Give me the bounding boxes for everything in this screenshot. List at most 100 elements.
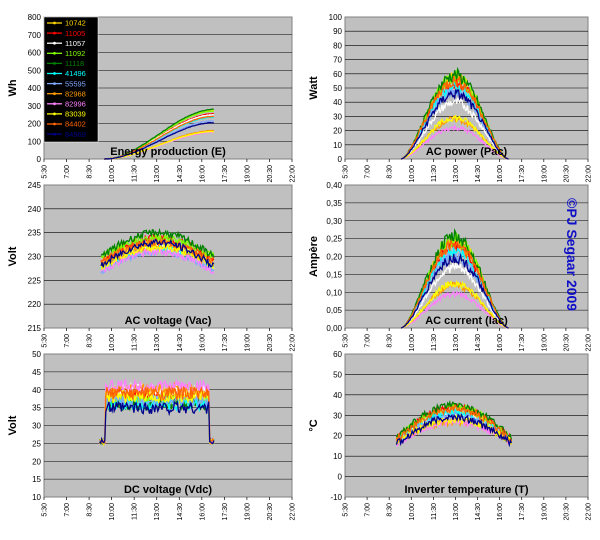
x-tick-label: 10:00 [409, 334, 416, 352]
legend-marker [53, 51, 56, 55]
x-tick-label: 13:00 [154, 165, 161, 183]
x-tick-label: 8:30 [87, 503, 94, 517]
x-tick-label: 7:00 [365, 334, 372, 348]
legend-marker [53, 31, 56, 35]
y-tick-label: 10 [333, 452, 342, 461]
y-tick-label: 0 [37, 155, 42, 164]
legend-label: 41496 [65, 69, 86, 78]
x-tick-label: 13:00 [453, 165, 460, 183]
series-line-83039 [400, 114, 509, 160]
x-tick-label: 14:30 [177, 334, 184, 352]
legend-label: 11092 [65, 49, 85, 58]
x-tick-label: 14:30 [177, 165, 184, 183]
y-tick-label: 15 [32, 475, 41, 484]
x-tick-label: 17:30 [222, 165, 229, 183]
x-tick-label: 8:30 [87, 165, 94, 179]
chart-title: AC current (Iac) [425, 315, 508, 327]
x-tick-label: 17:30 [222, 334, 229, 352]
x-tick-label: 11:30 [431, 165, 438, 182]
x-tick-label: 10:00 [409, 503, 416, 521]
x-tick-label: 13:00 [154, 334, 161, 352]
chart-panel-3: 215 220 225 230 235 240 245 5:30 7:00 8:30 10:00 11… [7, 181, 297, 352]
x-tick-label: 22:00 [586, 165, 593, 183]
series-line-84402 [400, 75, 509, 160]
x-tick-label: 11:30 [431, 503, 438, 520]
legend-marker [53, 122, 56, 126]
x-tick-label: 19:00 [541, 503, 548, 521]
y-tick-label: 215 [28, 324, 42, 333]
x-tick-label: 13:00 [453, 334, 460, 352]
x-tick-label: 20:30 [563, 165, 570, 183]
x-tick-label: 17:30 [222, 503, 229, 521]
x-tick-label: 19:00 [244, 334, 251, 352]
y-tick-label: 300 [28, 102, 42, 111]
y-tick-label: 60 [333, 70, 342, 79]
x-tick-label: 8:30 [387, 165, 394, 179]
y-tick-label: 20 [333, 127, 342, 136]
y-tick-label: 30 [333, 411, 342, 420]
legend-label: 11118 [65, 59, 84, 68]
y-tick-label: 0 [338, 155, 343, 164]
y-tick-label: 30 [32, 422, 41, 431]
chart-panel-4: 0,00 0,05 0,10 0,15 0,20 0,25 0,30 0,35 0,40 5:30… [308, 181, 593, 352]
x-tick-label: 5:30 [343, 165, 350, 179]
y-tick-label: 45 [32, 368, 41, 377]
y-axis-label: Volt [7, 246, 19, 266]
legend-marker [53, 102, 56, 106]
legend-label: 82996 [65, 100, 86, 109]
y-tick-label: 700 [28, 31, 42, 40]
legend-marker [53, 72, 56, 75]
y-tick-label: 245 [28, 181, 42, 190]
x-tick-label: 5:30 [343, 503, 350, 517]
y-tick-label: 10 [32, 493, 41, 502]
legend-marker [53, 62, 56, 65]
series-line-82968 [99, 381, 215, 445]
x-tick-label: 19:00 [541, 334, 548, 352]
legend-label: 11005 [65, 29, 85, 38]
x-tick-label: 14:30 [475, 334, 482, 352]
x-tick-label: 17:30 [519, 503, 526, 521]
x-tick-label: 13:00 [154, 503, 161, 521]
y-tick-label: 50 [32, 350, 41, 359]
y-tick-label: 50 [333, 84, 342, 93]
chart-title: AC power (Pac) [426, 146, 508, 158]
y-tick-label: 25 [32, 439, 41, 448]
y-tick-label: 40 [32, 386, 41, 395]
legend-label: 83039 [65, 110, 86, 119]
chart-panel-5: 10 15 20 25 30 35 40 45 50 5:30 7:00 8:30 10:00 11:30… [7, 350, 297, 521]
plot-area [344, 353, 589, 498]
y-tick-label: 90 [333, 27, 342, 36]
chart-title: DC voltage (Vdc) [124, 484, 212, 496]
x-tick-label: 11:30 [132, 165, 139, 182]
x-tick-label: 22:00 [290, 334, 297, 352]
chart-title: AC voltage (Vac) [125, 315, 212, 327]
copyright-watermark: ©PJ Segaar 2009 [560, 196, 586, 324]
legend-label: 55595 [65, 79, 86, 88]
x-tick-label: 10:00 [109, 165, 116, 183]
watermark-text: ©PJ Segaar 2009 [564, 198, 580, 311]
y-tick-label: 0,00 [326, 324, 342, 333]
x-tick-label: 11:30 [132, 503, 139, 520]
y-tick-label: 200 [28, 120, 42, 129]
y-tick-label: 220 [28, 300, 42, 309]
legend-label: 84402 [65, 120, 86, 129]
x-tick-label: 7:00 [365, 503, 372, 517]
y-axis-label: Wh [7, 79, 19, 96]
series-line-84969 [104, 121, 214, 160]
x-tick-label: 20:30 [563, 334, 570, 352]
y-axis-label: Volt [7, 415, 19, 435]
x-tick-label: 20:30 [267, 165, 274, 183]
series-line-82996 [100, 246, 215, 275]
legend-marker [53, 21, 56, 25]
x-tick-label: 19:00 [541, 165, 548, 183]
x-tick-label: 22:00 [290, 165, 297, 183]
series-line-11118 [395, 400, 513, 440]
y-axis-label: Ampère [308, 236, 320, 277]
series-line-11118 [100, 227, 215, 258]
x-tick-label: 5:30 [42, 334, 49, 348]
x-tick-label: 16:00 [497, 165, 504, 183]
x-tick-label: 8:30 [87, 334, 94, 348]
legend-label: 10742 [65, 19, 86, 28]
x-tick-label: 16:00 [199, 334, 206, 352]
